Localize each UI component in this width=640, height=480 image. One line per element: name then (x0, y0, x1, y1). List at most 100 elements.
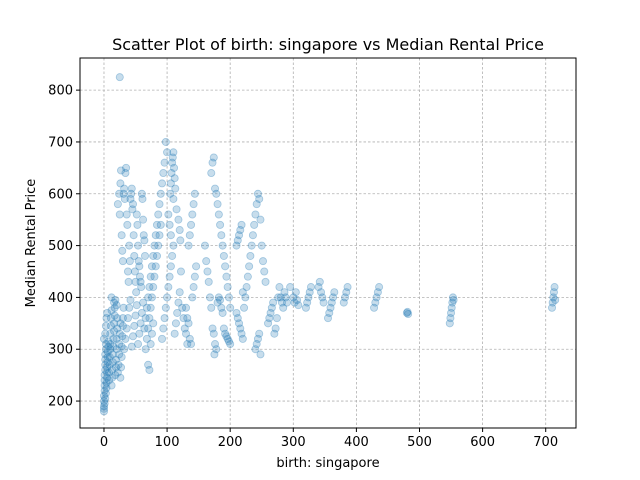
scatter-point (146, 303, 155, 312)
scatter-point (108, 373, 117, 382)
scatter-point (290, 298, 299, 307)
scatter-point (145, 314, 154, 323)
scatter-point (106, 345, 115, 354)
scatter-point (105, 353, 114, 362)
scatter-point (107, 306, 116, 315)
scatter-point (258, 257, 267, 266)
scatter-point (100, 381, 109, 390)
scatter-point (448, 298, 457, 307)
scatter-point (189, 283, 198, 292)
scatter-point (122, 163, 131, 172)
scatter-point (154, 210, 163, 219)
scatter-point (190, 272, 199, 281)
y-tick-label: 300 (48, 343, 73, 358)
scatter-point (251, 210, 260, 219)
scatter-point (548, 298, 557, 307)
scatter-point (166, 189, 175, 198)
scatter-point (99, 391, 108, 400)
scatter-point (166, 231, 175, 240)
x-axis: 0 100 200 300 400 500 600 700 (100, 428, 558, 450)
scatter-point (304, 293, 313, 302)
scatter-point (183, 340, 192, 349)
scatter-point (168, 153, 177, 162)
scatter-point (164, 283, 173, 292)
scatter-point (126, 295, 135, 304)
scatter-point (119, 189, 128, 198)
scatter-point (123, 267, 132, 276)
scatter-point (127, 189, 136, 198)
scatter-point (224, 337, 233, 346)
scatter-point (447, 308, 456, 317)
scatter-point (226, 303, 235, 312)
scatter-point (115, 350, 124, 359)
scatter-point (242, 283, 251, 292)
scatter-point (150, 272, 159, 281)
scatter-point (233, 236, 242, 245)
scatter-point (159, 169, 168, 178)
scatter-point (236, 226, 245, 235)
scatter-point (445, 319, 454, 328)
scatter-point (265, 314, 274, 323)
scatter-point (140, 324, 149, 333)
scatter-point (159, 324, 168, 333)
scatter-point (275, 283, 284, 292)
points-layer (99, 73, 560, 416)
scatter-point (165, 220, 174, 229)
scatter-point (173, 308, 182, 317)
scatter-point (551, 295, 560, 304)
y-axis-label: Median Rental Price (24, 179, 39, 308)
scatter-point (184, 241, 193, 250)
scatter-point (245, 262, 254, 271)
scatter-point (121, 334, 130, 343)
scatter-point (243, 272, 252, 281)
scatter-point (149, 251, 158, 260)
scatter-point (252, 340, 261, 349)
scatter-point (101, 345, 110, 354)
scatter-point (216, 295, 225, 304)
scatter-point (171, 319, 180, 328)
scatter-point (104, 342, 113, 351)
scatter-point (238, 334, 247, 343)
scatter-point (101, 389, 110, 398)
scatter-point (403, 307, 412, 316)
scatter-point (232, 241, 241, 250)
scatter-point (289, 293, 298, 302)
scatter-point (122, 324, 131, 333)
scatter-point (217, 303, 226, 312)
scatter-point (170, 174, 179, 183)
scatter-point (116, 179, 125, 188)
scatter-point (103, 363, 112, 372)
scatter-point (182, 303, 191, 312)
scatter-point (272, 314, 281, 323)
scatter-point (113, 314, 122, 323)
scatter-point (152, 251, 161, 260)
scatter-point (280, 288, 289, 297)
scatter-point (161, 303, 170, 312)
scatter-point (277, 298, 286, 307)
scatter-point (136, 277, 145, 286)
y-tick-label: 800 (48, 84, 73, 99)
scatter-point (248, 231, 257, 240)
scatter-point (138, 194, 147, 203)
scatter-point (209, 329, 218, 338)
scatter-point (169, 241, 178, 250)
scatter-point (117, 231, 126, 240)
scatter-point (210, 350, 219, 359)
scatter-point (132, 288, 141, 297)
scatter-point (219, 251, 228, 260)
scatter-point (341, 293, 350, 302)
scatter-point (282, 298, 291, 307)
scatter-point (291, 288, 300, 297)
scatter-point (306, 283, 315, 292)
scatter-point (189, 200, 198, 209)
scatter-point (169, 194, 178, 203)
scatter-point (167, 169, 176, 178)
scatter-point (106, 314, 115, 323)
scatter-point (99, 407, 108, 416)
scatter-point (120, 184, 129, 193)
scatter-point (155, 231, 164, 240)
scatter-point (130, 267, 139, 276)
scatter-point (342, 288, 351, 297)
scatter-point (166, 179, 175, 188)
